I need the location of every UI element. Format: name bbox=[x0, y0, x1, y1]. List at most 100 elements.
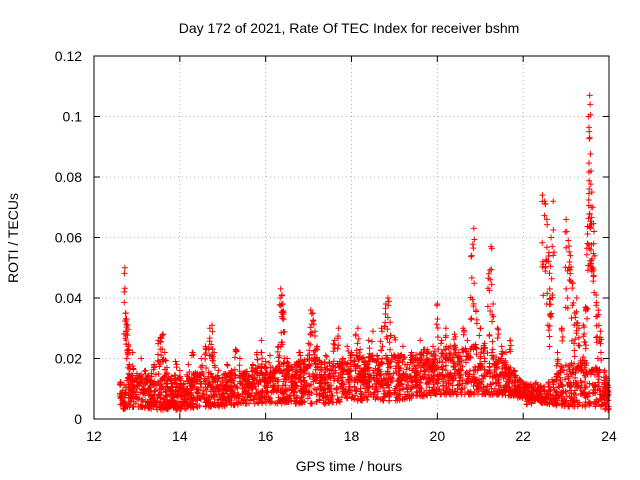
data-point bbox=[235, 391, 242, 398]
data-point bbox=[246, 373, 253, 380]
data-point bbox=[572, 392, 579, 399]
data-point bbox=[224, 372, 231, 379]
data-point bbox=[142, 371, 149, 378]
data-point bbox=[400, 343, 406, 350]
data-point bbox=[375, 381, 382, 388]
data-point bbox=[566, 276, 573, 283]
data-point bbox=[498, 350, 505, 357]
data-point bbox=[408, 385, 415, 392]
data-point bbox=[377, 383, 384, 390]
data-point bbox=[452, 333, 459, 340]
data-points bbox=[116, 92, 612, 413]
data-point bbox=[590, 278, 597, 285]
data-point bbox=[330, 348, 337, 355]
data-point bbox=[593, 302, 600, 309]
data-point bbox=[254, 356, 261, 363]
data-point bbox=[360, 367, 367, 374]
data-point bbox=[490, 373, 497, 380]
data-point bbox=[282, 382, 289, 389]
data-point bbox=[461, 328, 468, 335]
data-point bbox=[409, 379, 416, 386]
data-point bbox=[240, 373, 247, 380]
data-point bbox=[587, 181, 594, 188]
data-point bbox=[210, 388, 217, 395]
data-point bbox=[575, 334, 582, 341]
y-tick-label: 0 bbox=[74, 411, 82, 427]
data-point bbox=[562, 376, 569, 383]
data-point bbox=[361, 358, 368, 365]
data-point bbox=[571, 360, 578, 367]
data-point bbox=[351, 396, 358, 403]
data-point bbox=[271, 375, 278, 382]
data-point bbox=[168, 383, 175, 390]
data-point bbox=[582, 392, 589, 399]
data-point bbox=[213, 401, 220, 408]
data-point bbox=[369, 384, 376, 391]
data-point bbox=[118, 390, 125, 397]
data-point bbox=[512, 382, 519, 389]
data-point bbox=[408, 349, 415, 356]
data-point bbox=[258, 363, 265, 370]
data-point bbox=[219, 379, 226, 386]
data-point bbox=[538, 385, 545, 392]
data-point bbox=[152, 387, 159, 394]
data-point bbox=[130, 366, 137, 373]
data-point bbox=[193, 376, 200, 383]
data-point bbox=[261, 374, 268, 381]
data-point bbox=[259, 370, 266, 377]
data-point bbox=[228, 368, 235, 375]
data-point bbox=[375, 367, 382, 374]
data-point bbox=[434, 315, 441, 322]
data-point bbox=[310, 321, 317, 328]
data-point bbox=[361, 370, 368, 377]
data-point bbox=[121, 299, 128, 306]
data-point bbox=[422, 367, 429, 374]
data-point bbox=[206, 325, 213, 332]
data-point bbox=[544, 290, 551, 297]
data-point bbox=[123, 324, 130, 331]
data-point bbox=[333, 389, 340, 396]
data-point bbox=[604, 406, 611, 413]
data-point bbox=[282, 398, 289, 405]
data-point bbox=[152, 398, 159, 405]
data-point bbox=[565, 237, 572, 244]
data-point bbox=[194, 397, 201, 404]
data-point bbox=[528, 396, 535, 403]
data-point bbox=[352, 392, 359, 399]
data-point bbox=[399, 372, 406, 379]
data-point bbox=[193, 385, 200, 392]
data-point bbox=[417, 351, 424, 358]
data-point bbox=[469, 241, 476, 248]
data-point bbox=[297, 363, 304, 370]
data-point bbox=[408, 378, 415, 385]
data-point bbox=[466, 367, 473, 374]
data-point bbox=[172, 377, 179, 384]
data-point bbox=[186, 368, 193, 375]
data-point bbox=[265, 359, 272, 366]
data-point bbox=[160, 331, 167, 338]
data-point bbox=[489, 318, 496, 325]
data-point bbox=[270, 383, 277, 390]
data-point bbox=[366, 345, 373, 352]
data-point bbox=[566, 248, 573, 255]
data-point bbox=[456, 373, 463, 380]
data-point bbox=[432, 379, 439, 386]
data-point bbox=[433, 365, 440, 372]
data-point bbox=[392, 387, 399, 394]
data-point bbox=[288, 386, 295, 393]
data-point bbox=[284, 358, 291, 365]
data-point bbox=[215, 384, 222, 391]
data-point bbox=[585, 160, 592, 167]
data-point bbox=[571, 353, 578, 360]
data-point bbox=[177, 406, 184, 413]
data-point bbox=[232, 348, 239, 355]
data-point bbox=[580, 333, 587, 340]
data-point bbox=[392, 336, 399, 343]
x-tick-label: 18 bbox=[344, 428, 360, 444]
data-point bbox=[549, 243, 556, 250]
data-point bbox=[467, 316, 474, 323]
data-point bbox=[439, 366, 446, 373]
data-point bbox=[590, 267, 597, 274]
data-point bbox=[591, 252, 598, 259]
data-point bbox=[154, 357, 161, 364]
